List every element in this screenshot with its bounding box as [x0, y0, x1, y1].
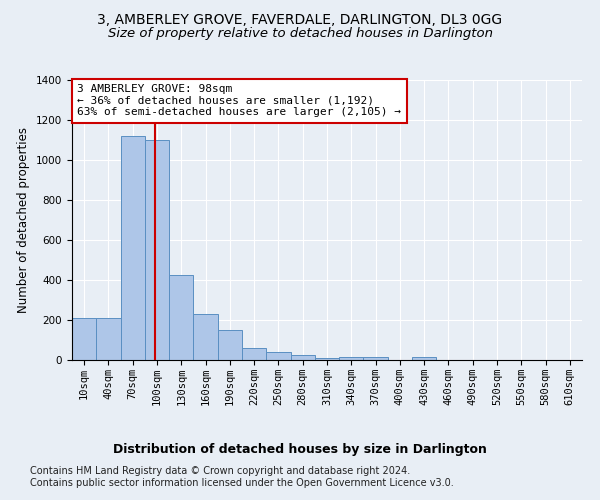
- Bar: [193, 314, 218, 360]
- Text: Size of property relative to detached houses in Darlington: Size of property relative to detached ho…: [107, 28, 493, 40]
- Text: 3, AMBERLEY GROVE, FAVERDALE, DARLINGTON, DL3 0GG: 3, AMBERLEY GROVE, FAVERDALE, DARLINGTON…: [97, 12, 503, 26]
- Bar: [412, 357, 436, 360]
- Bar: [339, 357, 364, 360]
- Text: Contains HM Land Registry data © Crown copyright and database right 2024.: Contains HM Land Registry data © Crown c…: [30, 466, 410, 476]
- Bar: [72, 318, 96, 360]
- Bar: [218, 330, 242, 360]
- Bar: [242, 348, 266, 360]
- Bar: [266, 352, 290, 360]
- Bar: [169, 275, 193, 360]
- Bar: [145, 140, 169, 360]
- Y-axis label: Number of detached properties: Number of detached properties: [17, 127, 31, 313]
- Bar: [290, 355, 315, 360]
- Bar: [121, 136, 145, 360]
- Text: Distribution of detached houses by size in Darlington: Distribution of detached houses by size …: [113, 442, 487, 456]
- Text: 3 AMBERLEY GROVE: 98sqm
← 36% of detached houses are smaller (1,192)
63% of semi: 3 AMBERLEY GROVE: 98sqm ← 36% of detache…: [77, 84, 401, 117]
- Bar: [96, 318, 121, 360]
- Text: Contains public sector information licensed under the Open Government Licence v3: Contains public sector information licen…: [30, 478, 454, 488]
- Bar: [364, 357, 388, 360]
- Bar: [315, 358, 339, 360]
